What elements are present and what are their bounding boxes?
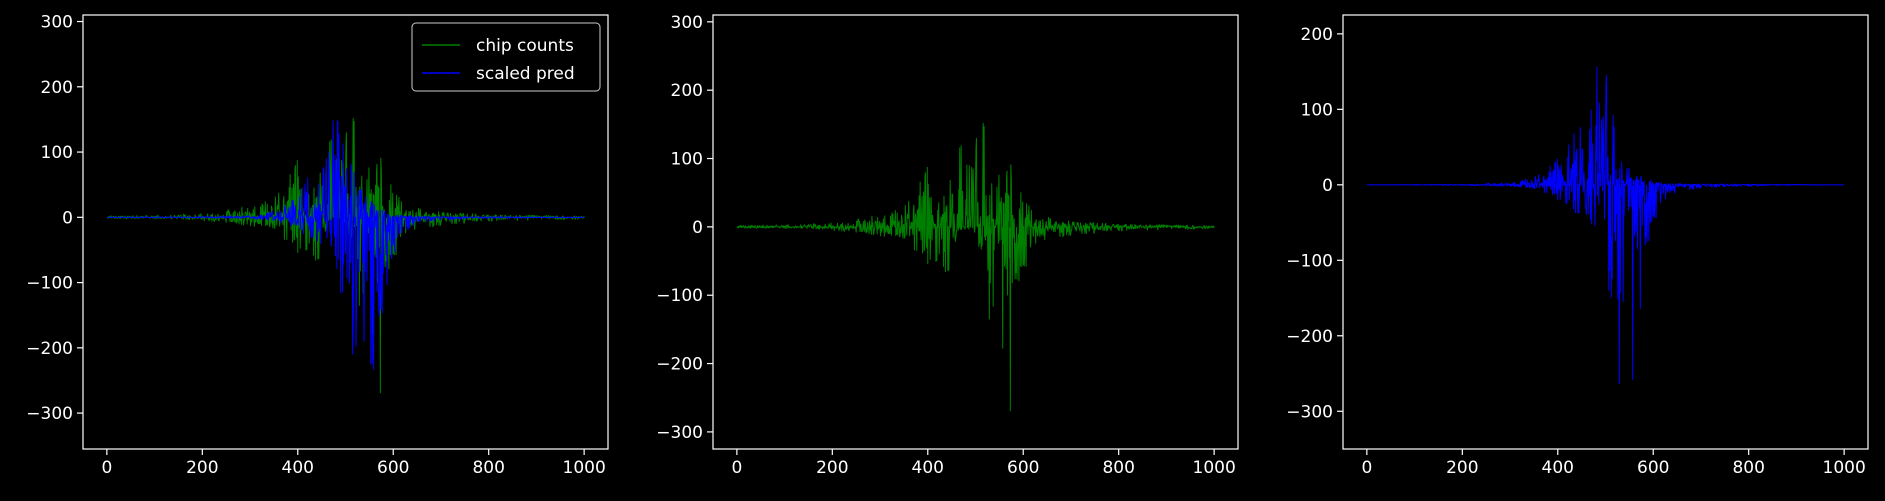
axes-frame [82,14,609,450]
legend-box [411,22,601,92]
y-tick-label: 200 [41,78,73,98]
x-tick-label: 200 [816,458,848,478]
x-tick-label: 800 [1102,458,1134,478]
y-tick-label: 0 [692,218,703,238]
series-line-chip-counts [106,117,585,394]
y-tick-label: 200 [671,81,703,101]
y-tick-label: 100 [671,150,703,170]
y-tick-label: −100 [656,286,703,306]
x-tick-label: 200 [186,458,218,478]
x-tick-label: 400 [282,458,314,478]
y-tick-label: −300 [1286,402,1333,422]
y-tick-label: −100 [1286,251,1333,271]
y-tick-label: 300 [41,13,73,33]
x-tick-label: 0 [101,458,112,478]
axes-frame [712,14,1239,450]
y-tick-label: −200 [1286,327,1333,347]
y-tick-label: −300 [656,423,703,443]
y-tick-label: −200 [26,339,73,359]
x-tick-label: 600 [377,458,409,478]
y-tick-label: 200 [1301,25,1333,45]
y-tick-label: −100 [26,274,73,294]
y-tick-label: 100 [41,143,73,163]
x-tick-label: 1000 [1193,458,1236,478]
y-tick-label: 0 [1322,176,1333,196]
x-tick-label: 200 [1446,458,1478,478]
x-tick-label: 400 [912,458,944,478]
y-tick-label: −300 [26,404,73,424]
x-tick-label: 600 [1637,458,1669,478]
axes-frame [1342,14,1869,450]
legend-label: scaled pred [476,64,575,84]
series-line-chip-counts [736,122,1215,412]
legend: chip counts scaled pred [411,22,601,92]
chart-panel-1: 0 200 400 600 800 10003002001000−100−200−300c… [26,13,609,478]
series-line-scaled-pred [106,120,585,370]
x-tick-label: 0 [731,458,742,478]
legend-label: chip counts [476,36,574,56]
y-tick-label: 100 [1301,100,1333,120]
x-tick-label: 0 [1361,458,1372,478]
y-tick-label: 0 [62,208,73,228]
x-tick-label: 400 [1542,458,1574,478]
series-line-scaled-pred [1366,66,1845,385]
y-tick-label: −200 [656,355,703,375]
x-tick-label: 800 [472,458,504,478]
x-tick-label: 800 [1732,458,1764,478]
y-tick-label: 300 [671,13,703,33]
x-tick-label: 1000 [1823,458,1866,478]
x-tick-label: 600 [1007,458,1039,478]
x-tick-label: 1000 [563,458,606,478]
